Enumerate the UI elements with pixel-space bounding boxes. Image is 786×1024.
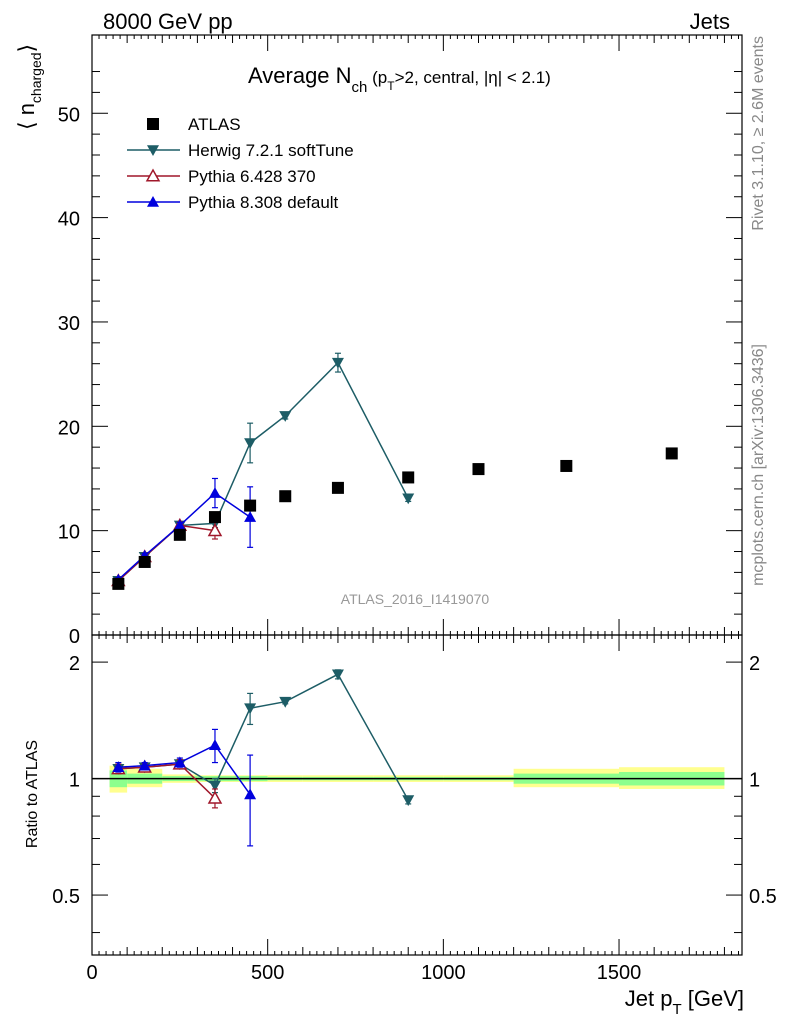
herwig-7-2-1-softtune-point xyxy=(279,411,292,422)
legend-label-herwig-7-2-1-softtune: Herwig 7.2.1 softTune xyxy=(188,141,354,160)
ratio-panel-frame xyxy=(91,634,743,956)
rivet-info: Rivet 3.1.10, ≥ 2.6M events xyxy=(750,36,767,231)
ratio-pythia-8-308-default-point xyxy=(244,788,257,800)
atlas-point xyxy=(173,528,186,541)
xlabel: Jet pT [GeV] xyxy=(625,986,744,1018)
ratio-pythia-6-428-370-line xyxy=(118,763,216,799)
ratio-herwig-7-2-1-softtune-point xyxy=(331,669,344,681)
atlas-point xyxy=(472,463,485,476)
ratio-herwig-7-2-1-softtune-point xyxy=(279,696,292,708)
title-rest-a: (p xyxy=(367,68,387,87)
y-tick-label: 50 xyxy=(58,104,80,126)
legend-marker-herwig-7-2-1-softtune xyxy=(147,145,159,156)
x-tick-label: 1000 xyxy=(421,962,466,984)
ratio-ylabel: Ratio to ATLAS xyxy=(24,740,41,848)
ratio-pythia-6-428-370-point xyxy=(207,790,223,804)
ratio-herwig-7-2-1-softtune-point xyxy=(244,703,257,715)
ratio-y-tick-label-right: 2 xyxy=(749,653,760,675)
legend-marker-pythia-8-308-default xyxy=(147,196,159,207)
ylabel-close: ⟩ xyxy=(14,44,39,53)
x-tick-label: 0 xyxy=(86,962,97,984)
header-left: 8000 GeV pp xyxy=(103,9,233,34)
legend: ATLAS Herwig 7.2.1 softTune Pythia 6.428 3… xyxy=(127,115,354,212)
pythia-6-428-370-line xyxy=(117,524,216,582)
title-rest-sub: T xyxy=(387,79,395,93)
title-rest-b: >2, central, |η| < 2.1) xyxy=(395,68,551,87)
herwig-7-2-1-softtune-point xyxy=(402,493,415,505)
y-tick-label: 0 xyxy=(69,626,80,648)
atlas-point xyxy=(208,511,221,524)
ratio-herwig-7-2-1-softtune-point xyxy=(402,795,415,807)
ratio-pythia-8-308-default-point xyxy=(173,756,186,768)
header-right: Jets xyxy=(690,9,730,34)
ratio-y-tick-label-right: 1 xyxy=(749,770,760,792)
legend-marker-pythia-6-428-370 xyxy=(145,168,161,182)
pythia-6-428-370-point xyxy=(207,523,223,537)
legend-marker-atlas xyxy=(147,118,159,130)
y-tick-label: 20 xyxy=(58,417,80,439)
atlas-point xyxy=(279,490,292,503)
atlas-point xyxy=(138,555,151,568)
legend-label-pythia-6-428-370: Pythia 6.428 370 xyxy=(188,167,316,186)
mcplots-info: mcplots.cern.ch [arXiv:1306.3436] xyxy=(750,344,767,586)
x-tick-label: 1500 xyxy=(597,962,642,984)
top-ylabel: ⟨ ncharged⟩ xyxy=(14,44,44,130)
ylabel-main: ⟨ n xyxy=(14,103,39,130)
herwig-7-2-1-softtune-point xyxy=(244,438,257,449)
y-tick-label: 40 xyxy=(58,209,80,231)
ratio-pythia-8-308-default-point xyxy=(208,739,221,750)
plot-title: Average Nch (pT>2, central, |η| < 2.1) xyxy=(248,63,551,96)
xlabel-main: Jet p xyxy=(625,986,673,1011)
atlas-point xyxy=(560,459,573,472)
atlas-point xyxy=(331,481,344,494)
atlas-point xyxy=(244,499,257,512)
ratio-y-tick-label: 2 xyxy=(69,653,80,675)
ratio-y-tick-label: 1 xyxy=(69,770,80,792)
title-main: Average N xyxy=(248,63,352,88)
ratio-pythia-8-308-default-point xyxy=(138,759,151,771)
pythia-8-308-default-point xyxy=(208,487,221,498)
atlas-point xyxy=(665,447,678,460)
ratio-y-tick-label-right: 0.5 xyxy=(749,886,777,908)
y-tick-label: 10 xyxy=(58,522,80,544)
ratio-y-tick-label: 0.5 xyxy=(52,886,80,908)
ratio-herwig-7-2-1-softtune-point xyxy=(208,780,221,792)
pythia-8-308-default-point xyxy=(244,511,257,522)
x-tick-label: 500 xyxy=(251,962,284,984)
legend-label-atlas: ATLAS xyxy=(188,115,241,134)
herwig-7-2-1-softtune-point xyxy=(331,357,344,369)
ratio-pythia-8-308-default-point xyxy=(112,761,125,773)
analysis-watermark: ATLAS_2016_I1419070 xyxy=(341,591,490,607)
atlas-point xyxy=(112,577,125,590)
legend-label-pythia-8-308-default: Pythia 8.308 default xyxy=(188,193,339,212)
xlabel-rest: [GeV] xyxy=(682,986,744,1011)
xlabel-sub: T xyxy=(672,1001,681,1018)
y-tick-label: 30 xyxy=(58,313,80,335)
pythia-8-308-default-point xyxy=(173,519,186,531)
ylabel-sub: charged xyxy=(28,52,44,103)
title-sub: ch xyxy=(352,79,368,96)
atlas-point xyxy=(402,471,415,484)
herwig-7-2-1-softtune-line xyxy=(117,361,409,582)
